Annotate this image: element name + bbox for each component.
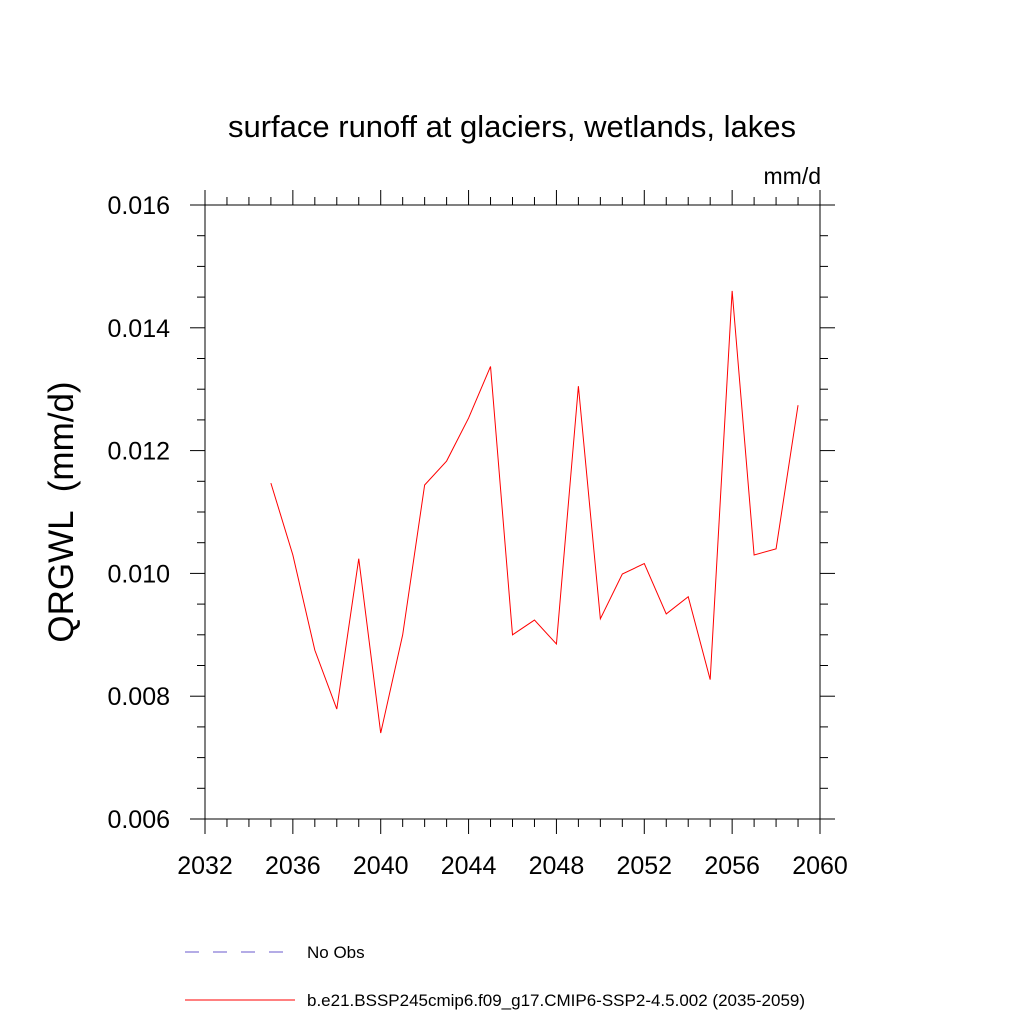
x-tick-label: 2048	[529, 852, 585, 880]
y-tick-label: 0.014	[107, 315, 170, 343]
y-tick-label: 0.008	[107, 683, 170, 711]
series-line-1	[270, 290, 799, 734]
y-tick-label: 0.016	[107, 192, 170, 220]
plot-frame	[204, 204, 821, 820]
legend-label-model-run: b.e21.BSSP245cmip6.f09_g17.CMIP6-SSP2-4.…	[307, 991, 805, 1010]
x-tick-label: 2052	[616, 852, 672, 880]
x-tick-label: 2044	[441, 852, 497, 880]
x-tick-label: 2060	[792, 852, 848, 880]
legend-label-no-obs: No Obs	[307, 943, 365, 962]
legend: No Obs b.e21.BSSP245cmip6.f09_g17.CMIP6-…	[185, 943, 805, 1010]
x-tick-label: 2036	[265, 852, 321, 880]
y-tick-label: 0.010	[107, 560, 170, 588]
y-tick-label: 0.012	[107, 438, 170, 466]
series-layer	[270, 290, 799, 734]
x-tick-label: 2040	[353, 852, 409, 880]
axes: 2032 2036 2040 2044 2048 2052 2056 2060 0.006 0.0…	[107, 190, 848, 880]
y-axis-label: QRGWL (mm/d)	[42, 381, 81, 642]
units-label: mm/d	[764, 163, 822, 189]
chart-title: surface runoff at glaciers, wetlands, la…	[228, 109, 796, 144]
x-tick-label: 2032	[177, 852, 233, 880]
x-tick-label: 2056	[704, 852, 760, 880]
y-tick-label: 0.006	[107, 806, 170, 834]
